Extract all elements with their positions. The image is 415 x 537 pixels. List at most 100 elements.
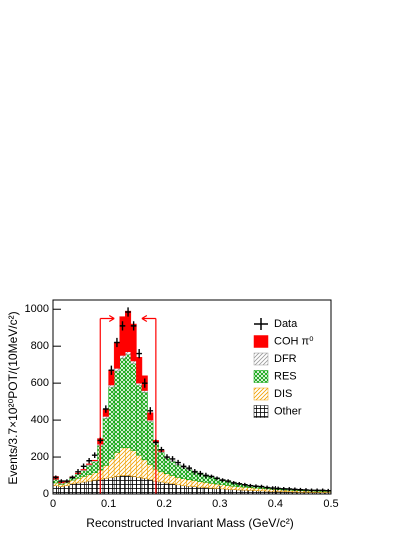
plot-frame — [52, 299, 332, 495]
data-point — [141, 378, 148, 388]
y-tick-label: 400 — [31, 414, 49, 426]
histogram-bar — [202, 487, 209, 495]
histogram-bar — [158, 471, 165, 483]
histogram-bar — [69, 483, 76, 495]
x-tick-label: 0.1 — [101, 498, 116, 510]
histogram-bar — [91, 479, 98, 495]
histogram-bar — [86, 465, 93, 475]
histogram-bar — [186, 469, 193, 481]
data-point — [169, 456, 176, 462]
histogram-bar — [113, 370, 120, 453]
histogram-bar — [125, 447, 132, 476]
histogram-bar — [158, 481, 165, 495]
histogram-bar — [108, 386, 115, 460]
legend-label: Other — [274, 405, 302, 417]
histogram-bar — [141, 459, 148, 479]
histogram-bar — [225, 488, 232, 495]
x-tick-label: 0.2 — [157, 498, 172, 510]
data-point — [314, 488, 320, 493]
histogram-bar — [136, 382, 143, 386]
histogram-bar — [74, 473, 82, 479]
data-point — [203, 472, 209, 479]
y-tick-label: 0 — [43, 488, 49, 500]
histogram-bar — [247, 490, 254, 495]
histogram-bar — [80, 481, 87, 495]
y-tick-label: 200 — [31, 451, 49, 463]
y-tick-label: 600 — [31, 377, 49, 389]
data-point — [147, 407, 154, 415]
histogram-bar — [130, 476, 137, 495]
histogram-bar — [80, 469, 87, 471]
histogram-bar — [241, 489, 248, 495]
histogram-bar — [180, 478, 187, 486]
x-tick-label: 0.4 — [268, 498, 283, 510]
histogram-bar — [230, 485, 237, 490]
data-point — [208, 474, 215, 479]
histogram-bar — [58, 486, 65, 495]
histogram-bar — [247, 487, 254, 491]
histogram-bar — [136, 454, 143, 478]
histogram-bar — [175, 464, 182, 478]
x-tick-label: 0.5 — [323, 498, 338, 510]
histogram-bar — [147, 478, 154, 495]
histogram-bar — [125, 475, 132, 495]
data-point — [136, 348, 142, 359]
data-point — [108, 365, 115, 375]
data-point — [91, 452, 98, 458]
histogram-bar — [258, 488, 265, 492]
histogram-bar — [113, 368, 120, 372]
data-point — [53, 475, 59, 480]
histogram-bar — [175, 477, 182, 486]
x-tick-label: 0 — [50, 498, 56, 510]
histogram-bar — [186, 485, 193, 495]
histogram-bar — [180, 467, 187, 479]
histogram-bar — [130, 450, 137, 477]
data-point — [319, 488, 326, 493]
histogram-bar — [52, 482, 59, 486]
histogram-bar — [63, 485, 70, 495]
legend-swatch — [253, 352, 269, 366]
histogram-bar — [108, 384, 115, 388]
histogram-bar — [141, 478, 148, 495]
histogram-bar — [169, 461, 176, 476]
y-tick-label: 800 — [31, 340, 49, 352]
histogram-bar — [130, 360, 137, 364]
y-axis-label: Events/3.7×10²⁰POT/(10MeV/c²) — [6, 311, 20, 484]
data-point — [219, 478, 226, 482]
histogram-bar — [52, 485, 59, 495]
histogram-bar — [252, 487, 259, 491]
histogram-bar — [147, 421, 154, 465]
histogram-bar — [186, 479, 193, 487]
histogram-bar — [69, 479, 76, 485]
histogram-bar — [86, 480, 93, 495]
histogram-bar — [236, 489, 243, 495]
histogram-bar — [108, 458, 115, 478]
histogram-bar — [80, 470, 87, 477]
histogram-bar — [108, 477, 115, 495]
data-point — [180, 463, 187, 470]
histogram-bar — [113, 476, 120, 495]
histogram-bar — [136, 385, 143, 456]
histogram-bar — [208, 487, 215, 495]
data-point — [253, 484, 259, 489]
histogram-bar — [119, 355, 126, 359]
histogram-bar — [102, 416, 109, 419]
x-axis-label: Reconstructed Invariant Mass (GeV/c²) — [86, 516, 293, 530]
histogram-bar — [169, 475, 176, 485]
histogram-bar — [225, 485, 232, 490]
legend-label: DFR — [274, 353, 297, 365]
histogram-bar — [163, 482, 171, 495]
histogram-bar — [219, 484, 226, 490]
histogram-bar — [113, 452, 120, 477]
histogram-bar — [102, 417, 109, 466]
x-tick-label: 0.3 — [212, 498, 227, 510]
legend-label: COH π⁰ — [274, 335, 314, 347]
histogram-bar — [52, 479, 59, 484]
histogram-bar — [163, 473, 171, 484]
histogram-bar — [125, 351, 132, 355]
histogram-bar — [141, 392, 148, 461]
histogram-bar — [191, 480, 198, 487]
histogram-bar — [91, 459, 98, 461]
legend-label: Data — [274, 318, 298, 330]
